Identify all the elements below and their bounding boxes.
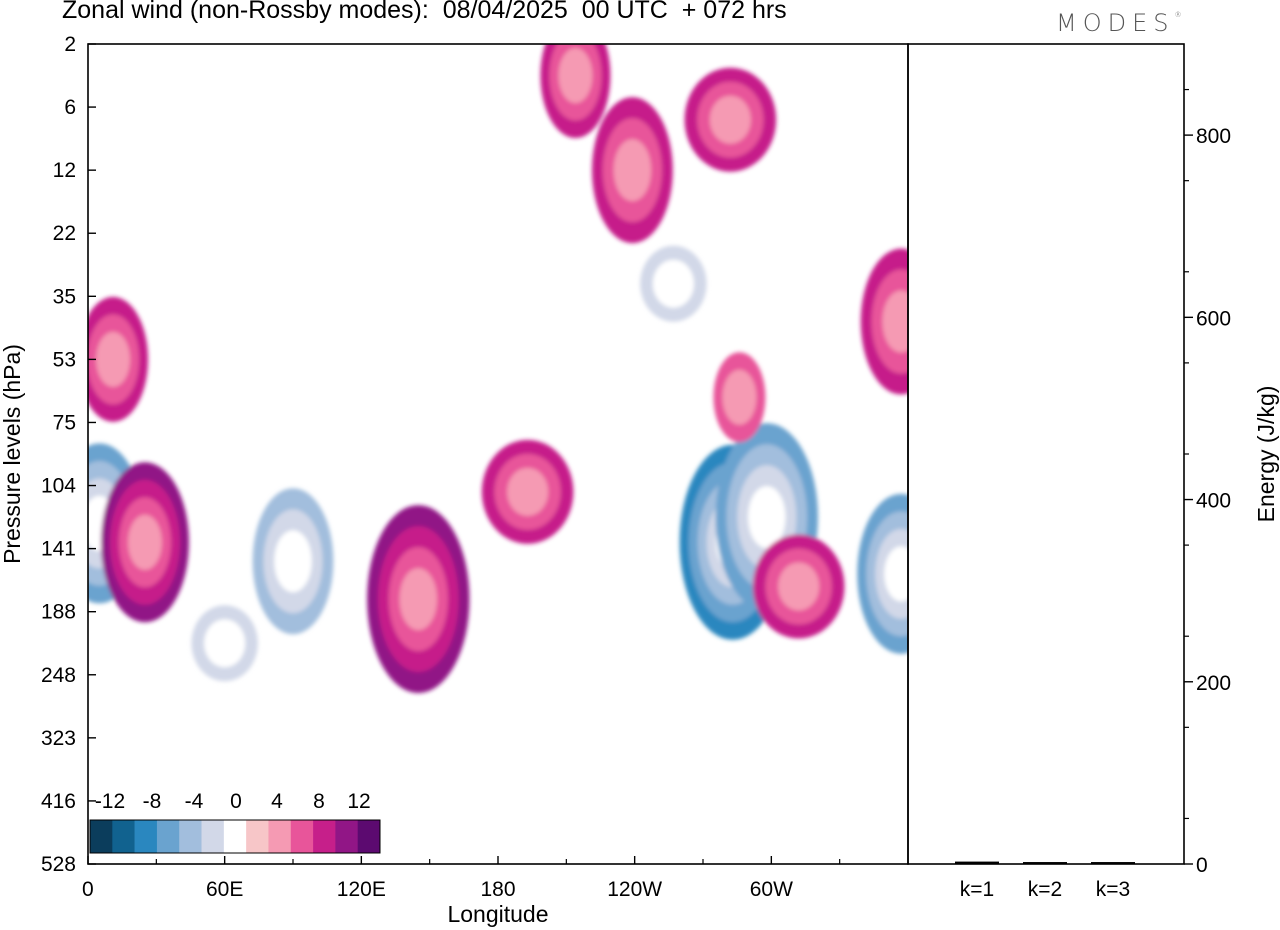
y-tick-label: 104 [41,475,76,498]
energy-bar [1091,862,1135,864]
x-tick-label: 0 [82,878,94,901]
chart-title: Zonal wind (non-Rossby modes): 08/04/202… [62,0,787,24]
contour-level [613,139,652,202]
y-tick-label: 528 [41,853,76,876]
colorbar-swatch [179,820,202,853]
energy-category-label: k=2 [1028,878,1062,901]
colorbar-swatch [335,820,358,853]
colorbar-swatch [268,820,292,853]
x-tick-label: 120E [337,878,386,901]
contour-level [204,619,246,668]
x-tick-label: 180 [480,878,515,901]
field-blobs [88,44,908,694]
colorbar: -12 -8 -4 0 4 8 12 [89,790,381,854]
contour-level [722,369,757,425]
contour-level [96,331,131,387]
contour-level [274,530,312,593]
wind-feature [88,296,149,422]
colorbar-label: -8 [143,790,162,813]
y-tick-label: 22 [53,222,76,245]
energy-category-label: k=1 [960,878,994,901]
colorbar-swatch [90,820,113,853]
energy-category-label: k=3 [1096,878,1130,901]
wind-feature [406,360,448,409]
contour-level [882,290,908,353]
wind-feature [183,44,221,101]
wind-feature [684,67,777,172]
colorbar-swatch [201,820,225,853]
colorbar-frame [89,819,381,854]
y-tick-label: 35 [53,285,76,308]
wind-feature [191,605,258,682]
colorbar-label: -12 [95,790,125,813]
y-tick-label: 188 [41,601,76,624]
contour-level [884,546,908,602]
colorbar-label: -4 [185,790,204,813]
energy-tick-label: 800 [1196,125,1231,148]
contour-level [558,48,593,104]
x-axis-title: Longitude [447,901,548,927]
wind-feature [591,97,673,244]
colorbar-swatch [223,820,247,853]
y-axis-title: Pressure levels (hPa) [0,344,25,564]
energy-frame [907,43,1185,865]
x-tick-label: 60W [750,878,793,901]
wind-feature [857,493,908,654]
contour-level [406,360,448,409]
logo-text: MODES [1056,9,1175,37]
colorbar-label: 12 [347,790,370,813]
wind-feature [367,505,470,694]
colorbar-swatch [357,820,381,853]
y-tick-label: 75 [53,411,76,434]
wind-field [88,44,908,694]
contour-level [183,44,221,101]
y-tick-label: 323 [41,727,76,750]
x-tick-label: 60E [206,878,243,901]
modes-logo: MODES® [1056,9,1181,37]
wind-feature [713,352,766,443]
colorbar-swatch [313,820,336,853]
y-tick-label: 248 [41,664,76,687]
wind-feature [252,488,334,635]
contour-level [747,486,786,549]
wind-feature [860,248,908,395]
wind-feature [100,462,189,623]
energy-tick-label: 600 [1196,307,1231,330]
y-tick-label: 416 [41,790,76,813]
energy-tick-label: 200 [1196,672,1231,695]
colorbar-label: 4 [271,790,283,813]
y-tick-label: 53 [53,348,76,371]
y-tick-label: 2 [64,33,76,56]
wind-feature [540,44,611,139]
energy-axis-title: Energy (J/kg) [1253,386,1279,523]
colorbar-swatch [112,820,135,853]
y-tick-label: 12 [53,159,76,182]
energy-bar [955,861,999,864]
y-tick-label: 6 [64,96,76,119]
y-tick-label: 141 [41,538,76,561]
registered-mark: ® [1174,11,1182,19]
contour-level [127,514,162,570]
contour-level [778,562,820,611]
energy-tick-label: 0 [1196,854,1208,877]
wind-feature [640,245,707,322]
contour-level [399,568,438,631]
colorbar-label: 8 [313,790,325,813]
colorbar-swatch [246,820,269,853]
energy-bar-chart: 0 200 400 600 800 k=1 k=2 k=3 Energy (J/kg) [907,43,1279,901]
x-tick-label: 120W [607,878,662,901]
energy-tick-label: 400 [1196,490,1231,513]
contour-level [652,259,694,308]
colorbar-swatch [134,820,158,853]
wind-feature [481,439,574,544]
colorbar-swatch [156,820,180,853]
colorbar-label: 0 [230,790,242,813]
contour-level [709,95,751,144]
colorbar-swatch [290,820,314,853]
wind-feature [752,534,845,639]
contour-level [507,467,549,516]
energy-bar [1023,862,1067,864]
